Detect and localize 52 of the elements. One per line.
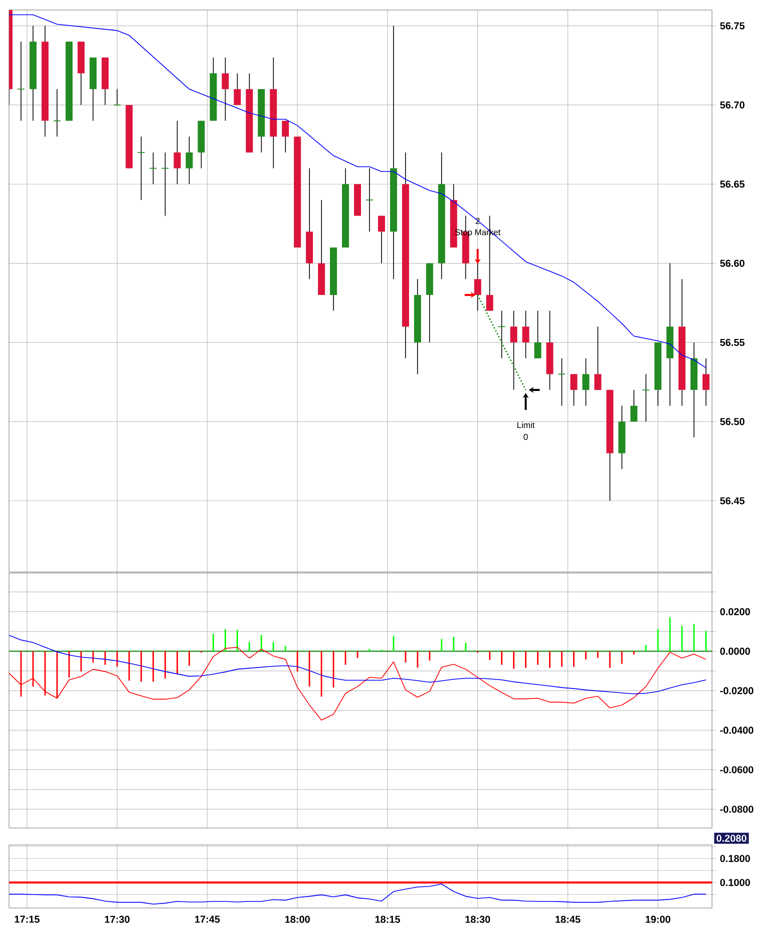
y-tick-label: 0.0200 — [720, 608, 750, 616]
candlestick — [594, 326, 602, 390]
candlestick — [378, 215, 386, 264]
x-tick-label: 18:30 — [466, 916, 490, 923]
x-tick-label: 17:45 — [195, 916, 220, 923]
candlestick — [137, 136, 146, 200]
candlestick — [522, 310, 530, 359]
y-tick-label: 56.45 — [720, 497, 745, 504]
y-tick-label: 0.1000 — [720, 878, 750, 886]
x-tick-label: 19:00 — [646, 916, 670, 923]
candlestick — [161, 152, 170, 216]
y-tick-label: 56.50 — [720, 418, 744, 426]
candlestick — [149, 152, 158, 185]
candlestick — [17, 41, 25, 122]
y-tick-label: 0.1800 — [720, 854, 750, 862]
candlestick — [234, 72, 241, 106]
candlestick — [630, 390, 638, 422]
text: 0.2080 — [716, 834, 746, 842]
annotation: Limit — [517, 422, 535, 428]
y-tick-label: 56.65 — [720, 180, 745, 188]
candlestick — [222, 57, 229, 122]
annotation: 0 — [524, 434, 528, 440]
candlestick — [570, 374, 578, 406]
candlestick — [498, 310, 506, 359]
candlestick — [53, 88, 62, 138]
x-tick-label: 18:15 — [375, 916, 400, 923]
x-tick-label: 18:45 — [556, 916, 580, 923]
candlestick — [642, 374, 650, 422]
y-tick-label: -0.0800 — [720, 806, 754, 813]
line-series — [9, 646, 706, 721]
x-tick-label: 17:15 — [14, 916, 40, 923]
y-tick-label: 56.75 — [720, 22, 745, 30]
y-tick-label: -0.0200 — [720, 687, 754, 694]
y-tick-label: 56.55 — [720, 338, 745, 346]
y-tick-label: 0.0000 — [720, 648, 750, 655]
candlestick — [186, 136, 193, 185]
x-tick-label: 18:00 — [285, 916, 310, 923]
y-tick-label: -0.0400 — [720, 726, 754, 734]
candlestick — [113, 88, 122, 106]
candlestick — [582, 358, 590, 406]
candlestick — [366, 168, 374, 232]
candlestick — [174, 120, 181, 185]
candlestick — [534, 310, 542, 359]
y-tick-label: 56.70 — [720, 101, 744, 109]
candlestick — [702, 358, 710, 406]
y-tick-label: 56.60 — [720, 260, 744, 267]
x-tick-label: 17:30 — [104, 916, 130, 923]
y-tick-label: -0.0600 — [720, 766, 754, 774]
candlestick — [558, 358, 566, 406]
candlestick — [510, 310, 518, 390]
line-series — [9, 14, 706, 368]
candlestick — [282, 120, 289, 153]
